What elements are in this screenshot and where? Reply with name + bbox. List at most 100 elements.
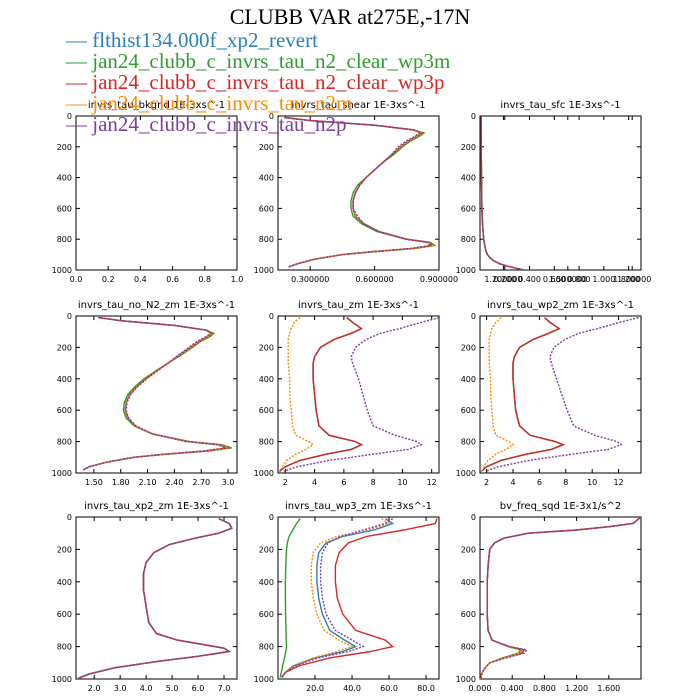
y-tick-label: 0	[67, 112, 72, 121]
x-tick-label: 0.800	[533, 684, 556, 693]
x-tick-label: 0.800	[568, 275, 591, 284]
y-tick-label: 0	[67, 312, 72, 321]
x-tick-label: 1.0	[231, 275, 244, 284]
y-tick-label: 400	[259, 578, 274, 587]
y-tick-label: 1000	[254, 266, 274, 275]
x-tick-label: 1.200000	[484, 275, 522, 284]
panel-title: invrs_tau_no_N2_zm 1E-3xs^-1	[78, 300, 235, 311]
x-tick-label: 0.600	[543, 275, 566, 284]
x-tick-label: 2	[283, 478, 288, 487]
y-tick-label: 800	[461, 438, 476, 447]
x-tick-label: 2.10	[139, 478, 157, 487]
x-tick-label: 0.0	[70, 275, 83, 284]
y-tick-label: 800	[57, 438, 72, 447]
series-line-2	[281, 518, 438, 678]
y-tick-label: 400	[461, 375, 476, 384]
y-tick-label: 1000	[254, 675, 274, 684]
plot-frame	[75, 315, 238, 474]
series-line-1	[82, 316, 232, 471]
x-tick-label: 4	[312, 478, 317, 487]
x-tick-label: 1.600	[597, 684, 620, 693]
series-line-1	[279, 317, 363, 472]
plot-frame	[75, 115, 238, 271]
y-tick-label: 400	[57, 174, 72, 183]
y-tick-label: 400	[461, 174, 476, 183]
y-tick-label: 0	[269, 112, 274, 121]
x-tick-label: 12	[427, 478, 437, 487]
x-tick-label: 0.400	[501, 684, 524, 693]
series-line-0	[480, 317, 566, 472]
x-tick-label: 0.2	[102, 275, 115, 284]
series-line-2	[480, 517, 641, 679]
series-line-0	[480, 517, 641, 679]
x-tick-label: 12	[613, 478, 623, 487]
x-tick-label: 6.0	[192, 684, 205, 693]
panel-title: invrs_tau_wp2_zm 1E-3xs^-1	[487, 300, 634, 311]
y-tick-label: 800	[461, 235, 476, 244]
series-line-3	[480, 116, 525, 270]
panel-title: invrs_tau_shear 1E-3xs^-1	[292, 100, 426, 111]
y-tick-label: 600	[259, 610, 274, 619]
y-tick-label: 0	[269, 513, 274, 522]
plot-frame	[277, 115, 440, 271]
y-tick-label: 1000	[254, 469, 274, 478]
y-tick-label: 600	[461, 204, 476, 213]
series-line-3	[284, 116, 435, 268]
x-tick-label: 0.300000	[291, 275, 329, 284]
panel-1: invrs_tau_shear 1E-3xs^-1 0 200 400 600 800 10…	[254, 100, 652, 284]
x-tick-label: 1.800000	[613, 275, 651, 284]
x-tick-label: 1.200	[617, 275, 640, 284]
series-line-2	[279, 317, 363, 472]
y-tick-label: 600	[57, 406, 72, 415]
x-tick-label: 10	[397, 478, 407, 487]
y-tick-label: 400	[57, 375, 72, 384]
y-tick-label: 800	[57, 235, 72, 244]
panel-0: invrs_tau_bkgnd 1E-3xs^-1 0 200 400 600 800 10…	[52, 100, 244, 284]
x-tick-label: 0.900000	[420, 275, 458, 284]
y-tick-label: 600	[461, 406, 476, 415]
x-tick-label: 20.0	[306, 684, 324, 693]
x-tick-label: 0.4	[134, 275, 147, 284]
series-line-3	[278, 317, 315, 472]
y-tick-label: 1000	[52, 675, 72, 684]
plot-frame	[277, 315, 440, 474]
y-tick-label: 800	[461, 643, 476, 652]
series-line-2	[82, 316, 229, 471]
panel-5: invrs_tau_wp2_zm 1E-3xs^-1 0 200 400 600 800 1…	[456, 300, 642, 487]
x-tick-label: 0.8	[198, 275, 211, 284]
y-tick-label: 0	[471, 513, 476, 522]
x-tick-label: 0.400	[518, 275, 541, 284]
y-tick-label: 1000	[456, 266, 476, 275]
x-tick-label: 6	[537, 478, 542, 487]
series-line-3	[82, 316, 229, 471]
series-line-3	[480, 317, 515, 472]
y-tick-label: 0	[269, 312, 274, 321]
y-tick-label: 200	[57, 343, 72, 352]
y-tick-label: 200	[259, 545, 274, 554]
series-line-2	[480, 116, 525, 270]
x-tick-label: 2.40	[165, 478, 183, 487]
plot-frame	[479, 115, 642, 271]
y-tick-label: 1000	[456, 469, 476, 478]
y-tick-label: 200	[461, 343, 476, 352]
series-line-4	[485, 316, 639, 473]
y-tick-label: 200	[57, 143, 72, 152]
series-line-2	[480, 317, 566, 472]
series-line-4	[480, 116, 525, 270]
series-line-4	[78, 517, 233, 679]
y-tick-label: 0	[471, 312, 476, 321]
panel-7: invrs_tau_wp3_zm 1E-3xs^-1 0 200 400 600 800 1…	[254, 501, 440, 693]
panel-title: invrs_tau_sfc 1E-3xs^-1	[500, 100, 620, 111]
panel-6: invrs_tau_xp2_zm 1E-3xs^-1 0 200 400 600 800 1…	[52, 501, 238, 693]
panel-3: invrs_tau_no_N2_zm 1E-3xs^-1 0 200 400 600 80…	[52, 300, 238, 487]
x-tick-label: 4	[510, 478, 515, 487]
y-tick-label: 600	[461, 610, 476, 619]
y-tick-label: 200	[259, 143, 274, 152]
panel-title: bv_freq_sqd 1E-3x1/s^2	[500, 501, 622, 512]
x-tick-label: 0.600000	[356, 275, 394, 284]
y-tick-label: 400	[259, 174, 274, 183]
y-tick-label: 200	[461, 545, 476, 554]
series-line-4	[284, 116, 433, 268]
x-tick-label: 1.500000	[549, 275, 587, 284]
plot-frame	[479, 315, 642, 474]
